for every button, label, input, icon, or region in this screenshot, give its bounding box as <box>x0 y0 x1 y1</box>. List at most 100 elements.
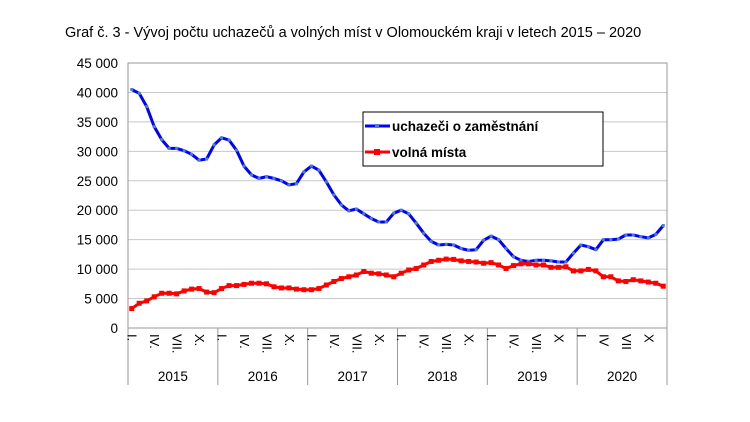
data-point <box>645 279 651 285</box>
data-point <box>301 287 307 293</box>
data-point <box>136 300 142 306</box>
y-tick-label: 20 000 <box>77 203 118 218</box>
data-point <box>541 258 545 262</box>
data-point <box>616 237 620 241</box>
data-point <box>631 233 635 237</box>
data-point <box>241 281 247 287</box>
data-point <box>181 288 187 294</box>
year-label: 2015 <box>158 369 188 384</box>
data-point <box>212 143 216 147</box>
data-point <box>549 259 553 263</box>
data-point <box>159 290 165 296</box>
data-point <box>601 238 605 242</box>
data-point <box>585 266 591 272</box>
data-point <box>174 291 180 297</box>
data-point <box>519 258 523 262</box>
data-point <box>467 248 471 252</box>
legend-label-volna-mista: volná místa <box>392 145 467 160</box>
y-tick-label: 30 000 <box>77 144 118 159</box>
data-point <box>286 285 292 291</box>
data-point <box>287 183 291 187</box>
data-point <box>182 149 186 153</box>
data-point <box>473 259 479 265</box>
data-point <box>661 224 665 228</box>
data-point <box>263 281 269 287</box>
month-tick-label: VII. <box>259 334 274 354</box>
data-point <box>564 260 568 264</box>
month-tick-label: IV <box>596 334 611 347</box>
month-tick-label: IV. <box>417 334 432 349</box>
month-tick-label: X. <box>462 334 477 346</box>
data-point <box>368 270 374 276</box>
data-point <box>361 268 367 274</box>
data-point <box>144 298 150 304</box>
data-point <box>437 243 441 247</box>
data-point <box>660 283 666 289</box>
year-label: 2019 <box>517 369 547 384</box>
data-point <box>145 105 149 109</box>
data-point <box>294 182 298 186</box>
year-label: 2020 <box>607 369 637 384</box>
data-point <box>578 268 584 274</box>
data-point <box>234 283 240 289</box>
data-point <box>639 235 643 239</box>
data-point <box>533 262 539 268</box>
month-tick-label: X. <box>192 334 207 346</box>
data-point <box>250 173 254 177</box>
month-tick-label: X. <box>282 334 297 346</box>
data-point <box>220 136 224 140</box>
data-point <box>398 270 404 276</box>
data-point <box>332 193 336 197</box>
data-point <box>638 278 644 284</box>
data-point <box>571 251 575 255</box>
year-label: 2018 <box>427 369 457 384</box>
data-point <box>593 268 599 274</box>
data-point <box>555 264 561 270</box>
data-point <box>600 274 606 280</box>
data-point <box>482 238 486 242</box>
data-point <box>586 245 590 249</box>
data-point <box>257 176 261 180</box>
data-point <box>323 282 329 288</box>
data-point <box>152 125 156 129</box>
data-point <box>623 278 629 284</box>
data-point <box>436 257 442 263</box>
month-tick-label: X. <box>372 334 387 346</box>
y-tick-label: 40 000 <box>77 85 118 100</box>
data-point <box>235 148 239 152</box>
data-point <box>421 262 427 268</box>
data-point <box>654 232 658 236</box>
data-point <box>429 239 433 243</box>
plot-border <box>127 62 668 329</box>
data-point <box>518 261 524 267</box>
data-point <box>383 272 389 278</box>
data-point <box>489 234 493 238</box>
data-point <box>151 294 157 300</box>
data-point <box>503 266 509 272</box>
data-point <box>646 236 650 240</box>
data-point <box>197 158 201 162</box>
data-point <box>609 238 613 242</box>
month-tick-label: VII. <box>439 334 454 354</box>
year-label: 2017 <box>338 369 368 384</box>
legend-label-uchazeci: uchazeči o zaměstnání <box>392 119 540 134</box>
data-point <box>339 203 343 207</box>
data-point <box>272 176 276 180</box>
data-point <box>526 261 532 267</box>
y-tick-label: 5 000 <box>84 292 118 307</box>
data-point <box>308 287 314 293</box>
data-point <box>615 278 621 284</box>
data-point <box>443 256 449 262</box>
month-tick-label: I. <box>215 334 230 341</box>
data-point <box>384 220 388 224</box>
data-point <box>504 247 508 250</box>
data-point <box>249 280 255 286</box>
data-point <box>331 278 337 284</box>
year-label: 2016 <box>248 369 278 384</box>
data-point <box>653 280 659 286</box>
data-point <box>452 243 456 247</box>
data-point <box>540 262 546 268</box>
month-tick-label: IV. <box>237 334 252 349</box>
data-point <box>137 91 141 95</box>
